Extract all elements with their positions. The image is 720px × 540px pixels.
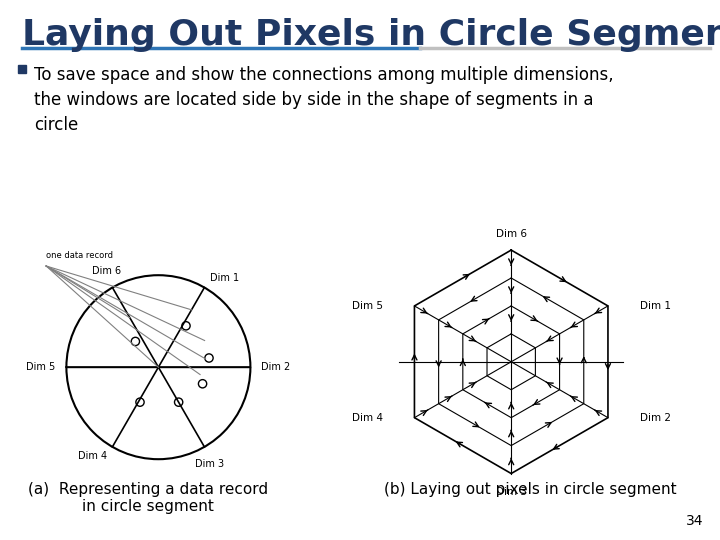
Text: Dim 4: Dim 4	[351, 413, 383, 423]
Text: Dim 4: Dim 4	[78, 451, 107, 462]
Text: Dim 5: Dim 5	[351, 301, 383, 311]
Text: Dim 2: Dim 2	[639, 413, 671, 423]
Text: 34: 34	[685, 514, 703, 528]
Text: Laying Out Pixels in Circle Segments: Laying Out Pixels in Circle Segments	[22, 18, 720, 52]
Text: Dim 3: Dim 3	[495, 488, 527, 497]
Text: Dim 6: Dim 6	[495, 229, 527, 239]
Text: one data record: one data record	[46, 252, 113, 260]
Text: (b) Laying out pixels in circle segment: (b) Laying out pixels in circle segment	[384, 482, 676, 497]
Text: To save space and show the connections among multiple dimensions,
the windows ar: To save space and show the connections a…	[34, 66, 613, 134]
Text: Dim 1: Dim 1	[639, 301, 671, 311]
Text: Dim 1: Dim 1	[210, 273, 239, 283]
Text: Dim 2: Dim 2	[261, 362, 291, 372]
Text: (a)  Representing a data record
in circle segment: (a) Representing a data record in circle…	[28, 482, 268, 515]
Text: Dim 3: Dim 3	[195, 459, 225, 469]
Text: Dim 6: Dim 6	[92, 266, 122, 275]
Text: Dim 5: Dim 5	[26, 362, 55, 372]
